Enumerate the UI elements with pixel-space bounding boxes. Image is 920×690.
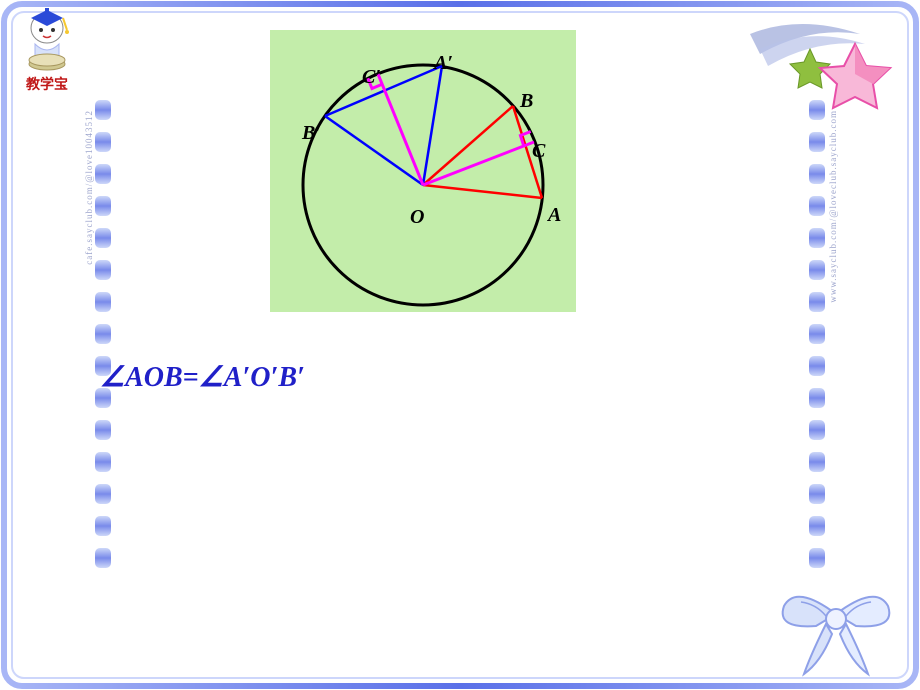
label-C: C — [532, 140, 545, 163]
label-A-prime: A′ — [434, 52, 453, 75]
label-C-prime: C′ — [362, 66, 381, 89]
label-O: O — [410, 206, 424, 229]
equation-text: ∠AOB=∠A′O′B′ — [100, 360, 305, 394]
right-vertical-url: www.sayclub.com/@loveclub.sayclub.com — [828, 110, 838, 303]
left-vertical-url: cafe.sayclub.com/@love10043512 — [84, 110, 94, 265]
label-B-prime: B′ — [302, 122, 321, 145]
geometry-diagram: O A B C A′ B′ C′ — [270, 30, 576, 312]
mascot-label: 教学宝 — [12, 74, 82, 94]
bow-decoration — [766, 564, 906, 684]
mascot: 教学宝 — [12, 4, 82, 94]
label-A: A — [548, 204, 561, 227]
label-B: B — [520, 90, 533, 113]
stars-decoration — [740, 4, 900, 124]
right-dash-column — [809, 100, 825, 640]
